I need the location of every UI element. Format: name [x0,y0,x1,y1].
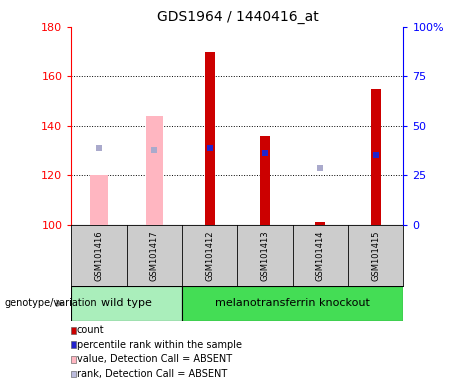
Text: melanotransferrin knockout: melanotransferrin knockout [215,298,370,308]
Bar [71,286,182,321]
Bar [182,286,403,321]
Text: GSM101412: GSM101412 [205,230,214,281]
Bar [315,222,325,225]
Text: GSM101417: GSM101417 [150,230,159,281]
Title: GDS1964 / 1440416_at: GDS1964 / 1440416_at [157,10,318,25]
Text: GSM101413: GSM101413 [260,230,270,281]
Bar [205,51,215,225]
Text: GSM101416: GSM101416 [95,230,104,281]
Bar [146,116,163,225]
Text: wild type: wild type [101,298,152,308]
Text: value, Detection Call = ABSENT: value, Detection Call = ABSENT [77,354,232,364]
Text: rank, Detection Call = ABSENT: rank, Detection Call = ABSENT [77,369,227,379]
Bar [371,89,381,225]
Text: percentile rank within the sample: percentile rank within the sample [77,340,242,350]
Text: GSM101414: GSM101414 [316,230,325,281]
Bar [260,136,270,225]
Text: genotype/variation: genotype/variation [5,298,97,308]
Bar [90,175,108,225]
Text: GSM101415: GSM101415 [371,230,380,281]
Text: count: count [77,325,105,335]
